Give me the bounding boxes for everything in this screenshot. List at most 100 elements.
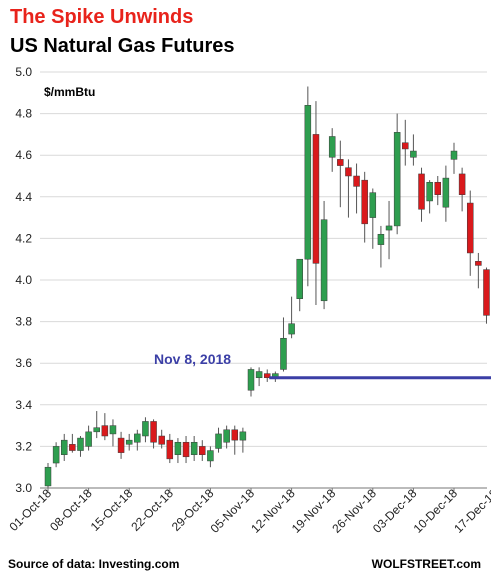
candle [166, 433, 174, 464]
candle-body [44, 466, 52, 487]
candle [174, 438, 182, 464]
candle [337, 140, 344, 208]
candle-body [247, 369, 255, 391]
candle-body [353, 175, 360, 187]
x-tick-label: 22-Oct-18 [128, 486, 176, 534]
candle [239, 427, 247, 453]
candle [312, 101, 320, 305]
candle-body [134, 433, 141, 443]
chart-title: The Spike Unwinds [10, 6, 194, 28]
candle-body [328, 136, 336, 158]
candle-body [174, 441, 182, 455]
candle-body [361, 179, 368, 225]
y-tick-label: 3.2 [15, 439, 32, 453]
candle [296, 258, 303, 312]
y-tick-label: 4.8 [15, 107, 32, 121]
candle-body [158, 435, 165, 445]
candle-body [385, 225, 393, 231]
candle-body [263, 373, 271, 379]
candle [369, 188, 377, 249]
candle [215, 427, 222, 453]
candle [117, 431, 125, 459]
candle [304, 86, 312, 287]
candle [109, 419, 117, 447]
candle [134, 429, 141, 451]
candle [458, 167, 466, 212]
candle [199, 440, 206, 461]
y-axis-ticks: 3.0 3.2 3.4 3.6 3.8 4.0 4.2 4.4 4.6 4.8 5.0 [15, 65, 32, 495]
candle-body [337, 159, 344, 166]
x-tick-label: 08-Oct-18 [47, 486, 95, 534]
candle-body [393, 132, 401, 227]
source-note: Source of data: Investing.com [8, 557, 180, 571]
candle [434, 176, 442, 206]
y-tick-label: 4.2 [15, 231, 32, 245]
candle [190, 436, 198, 461]
candle [353, 163, 360, 214]
y-tick-label: 5.0 [15, 65, 32, 79]
x-axis-ticks: 01-Oct-1808-Oct-1815-Oct-1822-Oct-1829-O… [6, 486, 491, 536]
candle-body [377, 233, 385, 245]
candle-body [52, 446, 60, 464]
candle-body [93, 427, 100, 433]
candle [52, 442, 60, 468]
candle [85, 425, 92, 451]
candle-body [207, 450, 214, 462]
candle-body [410, 150, 417, 158]
annotation-label: Nov 8, 2018 [154, 351, 231, 367]
candle-body [109, 425, 117, 435]
candle [150, 419, 157, 449]
candle [247, 367, 255, 397]
y-tick-label: 4.0 [15, 273, 32, 287]
candle-body [231, 429, 239, 441]
candle [328, 128, 336, 172]
y-tick-label: 3.0 [15, 481, 32, 495]
candle-body [312, 134, 320, 264]
candle-body [239, 431, 247, 441]
candle-body [142, 421, 149, 437]
candle [182, 436, 190, 464]
candles [44, 86, 490, 488]
candle [345, 159, 352, 218]
candle [483, 267, 490, 324]
candle-body [69, 444, 76, 451]
candle [69, 433, 76, 453]
candle-body [255, 371, 263, 379]
candle-body [426, 181, 433, 202]
candle [418, 167, 425, 222]
candle-body [434, 181, 442, 195]
candle [158, 429, 165, 449]
candle-body [166, 439, 174, 460]
candle-body [190, 441, 198, 455]
candle [93, 411, 100, 439]
candle-body [458, 173, 466, 195]
candle [77, 436, 84, 457]
candle-body [475, 261, 482, 266]
x-tick-label: 15-Oct-18 [88, 486, 136, 534]
candle-body [483, 269, 490, 316]
y-tick-label: 4.4 [15, 190, 32, 204]
candle [207, 446, 214, 468]
candle-body [442, 177, 450, 208]
candle [44, 463, 52, 488]
candle-body [466, 202, 474, 254]
candle [101, 413, 109, 441]
candle-body [125, 439, 133, 445]
candle-body [280, 337, 287, 370]
y-tick-label: 4.6 [15, 148, 32, 162]
candle [402, 119, 409, 166]
candle [60, 433, 68, 461]
candle-body [60, 439, 68, 455]
candle [410, 134, 417, 166]
candle [263, 369, 271, 382]
y-tick-label: 3.4 [15, 398, 32, 412]
candle [466, 190, 474, 276]
candle [223, 425, 230, 449]
candle [320, 200, 328, 310]
candle-body [369, 192, 377, 218]
candle-body [304, 105, 312, 260]
candle [475, 252, 482, 289]
candle-body [117, 437, 125, 453]
candle-body [215, 433, 222, 449]
candle [426, 180, 433, 214]
